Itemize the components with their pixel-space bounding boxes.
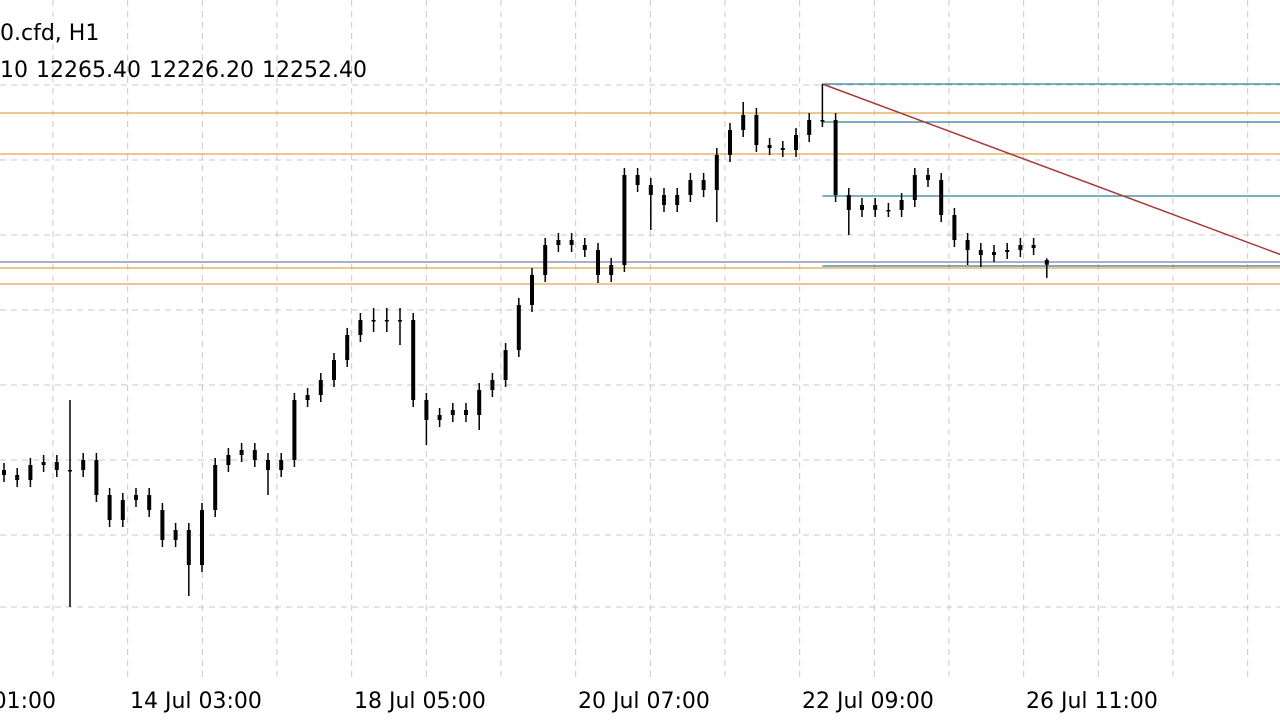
candle-body [965,240,970,250]
candle-body [81,460,86,470]
candle-body [305,395,310,400]
x-tick-label: 14 Jul 03:00 [130,689,262,714]
candle-body [41,462,46,465]
candle-body [15,475,20,480]
candle-body [120,500,125,520]
candle-body [2,470,6,475]
candle-body [160,510,165,540]
candle-body [794,135,798,150]
candle-body [939,180,944,215]
candle-body [780,148,785,150]
candle-body [516,305,521,350]
candle-body [345,335,350,360]
candle-body [1031,245,1036,248]
candle-body [556,240,561,245]
candle-body [411,320,416,400]
candle-body [992,252,996,255]
candle-body [530,275,534,305]
candle-body [318,380,323,395]
candle-body [54,462,59,470]
plot [0,83,1280,607]
candle-body [384,320,389,322]
candle-body [252,450,257,460]
candle-body [543,245,548,275]
candle-body [450,410,455,415]
candle-body [754,115,759,145]
trendline [822,83,1280,256]
candle-body [926,175,930,180]
candle-body [820,120,825,122]
candle-body [912,175,917,200]
symbol-title: 0.cfd, H1 [0,21,99,46]
candle-body [978,250,983,255]
candle-body [899,200,904,210]
candle-body [490,380,495,390]
candle-body [860,205,864,210]
candle-body [622,175,627,265]
candle-body [147,495,152,510]
candle-body [226,455,231,465]
candle-body [28,465,33,480]
candle-body [596,250,600,275]
candle-body [200,510,204,565]
candle-body [846,195,851,210]
candle-body [569,240,574,245]
candle-body [107,495,112,520]
candle-body [186,530,191,565]
candle-body [292,400,297,460]
x-tick-label: 22 Jul 09:00 [802,689,934,714]
x-tick-label: 18 Jul 05:00 [354,689,486,714]
candle-body [952,215,957,240]
candle-body [648,185,653,195]
candle-body [767,145,772,148]
candle-body [714,155,719,190]
candle-body [582,245,587,250]
candle-body [68,470,72,472]
candle-body [213,465,218,510]
x-tick-label: 26 Jul 11:00 [1026,689,1158,714]
candle-body [688,180,693,195]
candle-body [437,415,442,420]
candle-body [424,400,429,420]
candle-body [807,120,812,135]
candle-body [728,130,732,155]
candle-body [701,180,706,190]
candle-body [1005,250,1010,252]
ohlc-value: 12226.20 [149,58,254,83]
candle-body [332,360,336,380]
candle-body [1044,260,1049,265]
ohlc-value: 10 [0,58,28,83]
candle-body [675,195,680,205]
candle-body [635,175,640,185]
x-tick-label: 20 Jul 07:00 [578,689,710,714]
candle-body [94,460,99,495]
grid [0,0,1280,680]
candle-body [464,410,468,415]
candle-body [266,460,270,470]
candle-body [609,265,614,275]
ohlc-value: 12252.40 [262,58,367,83]
candle-body [134,495,138,500]
candle-body [873,205,878,210]
candle-body [833,120,838,195]
candle-body [371,320,376,322]
candle-body [398,320,402,322]
candle-body [886,210,891,212]
ohlc-line: 10 12265.40 12226.20 12252.40 [0,58,367,83]
candle-body [173,530,178,540]
candle-body [477,390,482,415]
x-tick-label: 01:00 [0,689,56,714]
candle-body [1018,245,1023,250]
candle-body [358,320,363,335]
ohlc-value: 12265.40 [36,58,141,83]
candle-body [662,195,666,205]
candle-body [239,450,244,455]
candle-body [279,460,284,470]
candle-body [503,350,508,380]
candle-body [741,115,746,130]
